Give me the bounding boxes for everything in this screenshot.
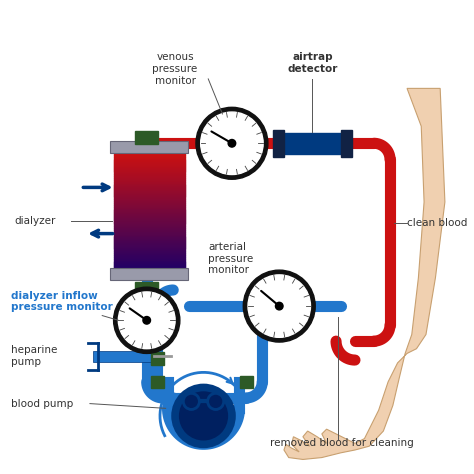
Bar <box>114 178 184 180</box>
Bar <box>114 203 184 205</box>
Bar <box>114 212 184 215</box>
Circle shape <box>114 287 180 354</box>
Circle shape <box>206 392 225 411</box>
Circle shape <box>209 395 222 408</box>
Bar <box>273 130 284 156</box>
Bar <box>114 230 184 232</box>
Bar <box>114 257 184 259</box>
Bar <box>114 251 184 253</box>
Text: blood pump: blood pump <box>11 399 73 409</box>
Bar <box>114 163 184 165</box>
Circle shape <box>196 107 268 179</box>
Bar <box>114 245 184 247</box>
Text: venous
pressure
monitor: venous pressure monitor <box>153 53 198 86</box>
Text: heparine
pump: heparine pump <box>11 346 58 367</box>
Bar <box>114 183 184 186</box>
Bar <box>114 266 184 269</box>
Bar <box>114 199 184 201</box>
Bar <box>114 156 184 159</box>
Text: dialyzer inflow
pressure monitor: dialyzer inflow pressure monitor <box>11 291 113 312</box>
Bar <box>114 191 184 194</box>
Bar <box>114 222 184 225</box>
Bar <box>114 205 184 207</box>
Bar <box>114 220 184 222</box>
Bar <box>114 209 184 211</box>
Bar <box>114 172 184 174</box>
Bar <box>93 351 155 362</box>
Bar <box>114 234 184 236</box>
Bar <box>114 189 184 191</box>
Circle shape <box>179 392 228 440</box>
Bar <box>114 182 184 184</box>
Bar <box>114 210 184 213</box>
Text: airtrap
detector: airtrap detector <box>287 53 337 74</box>
Circle shape <box>243 270 315 342</box>
Circle shape <box>172 385 235 447</box>
Bar <box>114 249 184 251</box>
Bar <box>114 197 184 200</box>
Text: removed blood for cleaning: removed blood for cleaning <box>270 438 413 448</box>
Bar <box>240 376 253 389</box>
Bar <box>114 155 184 157</box>
Bar <box>114 195 184 198</box>
Bar <box>114 158 184 161</box>
Bar <box>114 228 184 230</box>
Text: arterial
pressure
monitor: arterial pressure monitor <box>208 242 254 275</box>
Text: dialyzer: dialyzer <box>14 216 55 226</box>
Circle shape <box>201 112 263 174</box>
Bar <box>114 259 184 261</box>
Bar <box>114 176 184 178</box>
Bar <box>114 264 184 267</box>
Circle shape <box>143 317 151 324</box>
Polygon shape <box>284 88 445 459</box>
Bar <box>114 239 184 242</box>
Bar <box>114 263 184 265</box>
Bar <box>114 166 184 169</box>
Bar <box>114 170 184 173</box>
Circle shape <box>118 292 175 349</box>
Bar <box>114 224 184 227</box>
Bar <box>114 153 184 155</box>
Bar <box>152 353 164 365</box>
Bar <box>114 201 184 203</box>
Bar <box>114 187 184 190</box>
Circle shape <box>228 139 236 147</box>
Bar <box>114 207 184 209</box>
Bar <box>136 131 158 144</box>
Circle shape <box>185 395 198 408</box>
Bar <box>341 130 352 156</box>
Bar <box>114 185 184 188</box>
Circle shape <box>275 302 283 310</box>
Bar <box>110 268 188 280</box>
Text: clean blood: clean blood <box>407 218 467 228</box>
Bar <box>114 243 184 246</box>
Bar <box>114 180 184 182</box>
Bar <box>114 164 184 167</box>
Bar <box>114 226 184 228</box>
Bar <box>114 214 184 217</box>
Bar <box>114 168 184 171</box>
Circle shape <box>248 275 310 337</box>
Bar <box>114 232 184 234</box>
Bar <box>279 133 346 154</box>
Bar <box>114 255 184 257</box>
Bar <box>114 193 184 196</box>
Circle shape <box>182 392 201 411</box>
Bar <box>114 174 184 176</box>
Bar <box>114 261 184 263</box>
Bar <box>114 237 184 240</box>
Bar <box>110 141 188 153</box>
Bar <box>152 376 164 389</box>
Bar <box>114 241 184 244</box>
Bar <box>114 218 184 220</box>
Bar <box>114 247 184 249</box>
Bar <box>114 253 184 255</box>
Bar <box>114 236 184 238</box>
Bar <box>114 216 184 219</box>
Bar <box>114 161 184 163</box>
Bar <box>136 283 158 296</box>
